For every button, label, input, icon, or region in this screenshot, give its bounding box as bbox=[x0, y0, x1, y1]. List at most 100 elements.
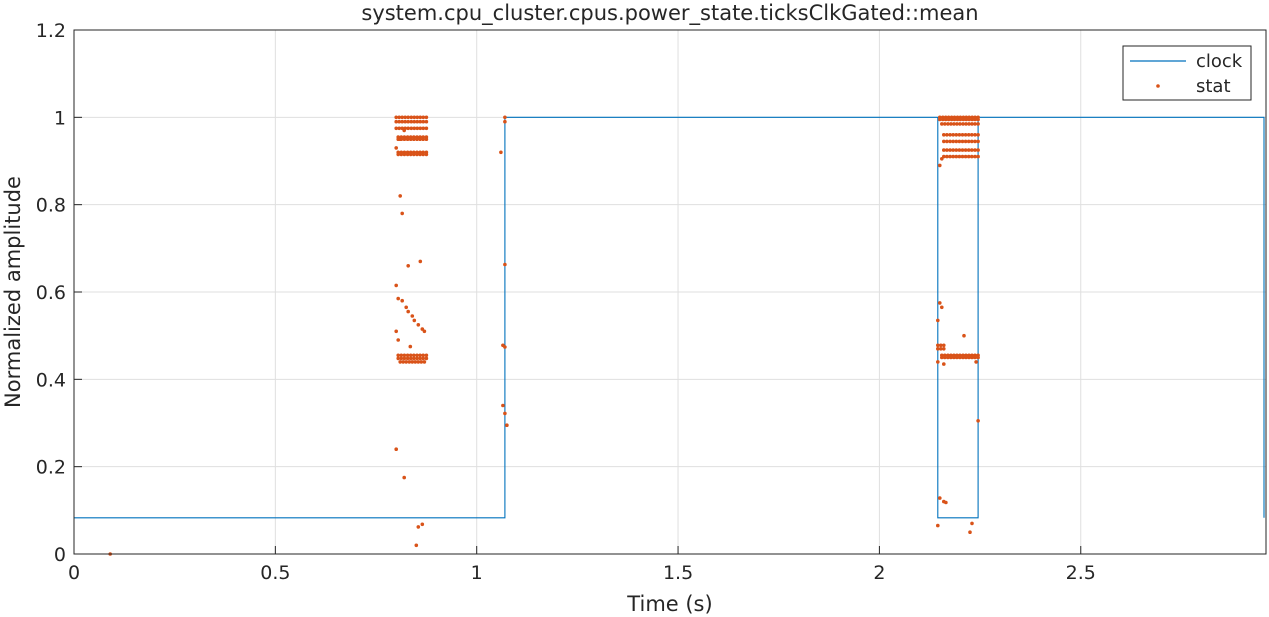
legend-label-stat: stat bbox=[1196, 76, 1231, 97]
data-point-stat bbox=[408, 152, 413, 157]
data-point-stat bbox=[424, 353, 429, 358]
data-point-stat bbox=[397, 126, 402, 131]
data-point-stat bbox=[394, 119, 399, 124]
legend: clock stat bbox=[1122, 45, 1252, 101]
data-point-stat bbox=[416, 360, 421, 364]
data-point-stat bbox=[415, 356, 419, 361]
data-point-stat bbox=[404, 305, 409, 310]
data-point-stat bbox=[973, 139, 977, 144]
data-point-stat bbox=[406, 126, 411, 131]
data-point-stat bbox=[960, 133, 965, 137]
data-point-stat bbox=[945, 148, 949, 152]
data-point-stat bbox=[961, 117, 966, 122]
data-point-stat bbox=[976, 148, 980, 152]
data-point-stat bbox=[418, 353, 422, 358]
y-axis-title: Normalized amplitude bbox=[1, 176, 25, 408]
data-point-stat bbox=[403, 126, 408, 131]
data-point-stat bbox=[970, 133, 974, 137]
data-point-stat bbox=[424, 126, 429, 131]
y-tick-label: 1 bbox=[54, 107, 66, 129]
data-point-stat bbox=[412, 318, 417, 323]
data-point-stat bbox=[406, 309, 411, 314]
data-point-stat bbox=[419, 360, 424, 364]
tick-layer: 0 0.5 1 1.5 2 2.5 0 0.2 0.4 0.6 0.8 1 1.2 bbox=[36, 20, 1096, 584]
data-point-stat bbox=[948, 148, 952, 152]
data-point-stat bbox=[936, 347, 940, 351]
data-point-stat bbox=[421, 353, 426, 358]
data-point-stat bbox=[973, 117, 977, 122]
data-point-stat bbox=[966, 133, 971, 137]
data-point-stat bbox=[394, 329, 399, 334]
data-point-stat bbox=[939, 347, 943, 351]
data-point-stat bbox=[413, 360, 418, 364]
data-point-stat bbox=[412, 356, 416, 361]
x-tick-label: 1 bbox=[471, 562, 483, 584]
data-point-stat bbox=[401, 360, 406, 364]
data-point-stat bbox=[945, 154, 949, 159]
y-tick-label: 0.6 bbox=[36, 282, 66, 304]
plot-area bbox=[74, 115, 1265, 556]
data-point-stat bbox=[968, 530, 972, 534]
data-point-stat bbox=[418, 356, 422, 361]
data-point-stat bbox=[948, 133, 952, 137]
data-point-stat bbox=[408, 353, 413, 358]
data-point-stat bbox=[416, 323, 421, 327]
data-point-stat bbox=[973, 133, 977, 137]
data-point-stat bbox=[973, 122, 977, 126]
data-point-stat bbox=[955, 117, 960, 122]
legend-label-clock: clock bbox=[1196, 51, 1243, 72]
data-point-stat bbox=[424, 356, 429, 361]
data-point-stat bbox=[960, 154, 965, 159]
data-point-stat bbox=[970, 122, 974, 126]
data-point-stat bbox=[402, 475, 407, 480]
data-point-stat bbox=[421, 152, 426, 157]
data-point-stat bbox=[942, 139, 946, 144]
data-point-stat bbox=[414, 543, 419, 548]
data-point-stat bbox=[963, 133, 968, 137]
data-point-stat bbox=[951, 133, 955, 137]
data-point-stat bbox=[406, 115, 411, 120]
data-point-stat bbox=[415, 119, 420, 124]
data-point-stat bbox=[409, 115, 414, 120]
data-point-stat bbox=[396, 296, 401, 301]
data-point-stat bbox=[970, 139, 974, 144]
data-point-stat bbox=[412, 126, 417, 131]
data-point-stat bbox=[942, 343, 946, 348]
data-point-stat bbox=[976, 122, 980, 126]
data-point-stat bbox=[409, 119, 414, 124]
data-point-stat bbox=[394, 115, 399, 120]
data-point-stat bbox=[396, 152, 401, 157]
legend-swatch-stat bbox=[1156, 84, 1160, 88]
data-point-stat bbox=[952, 117, 957, 122]
data-point-stat bbox=[960, 148, 965, 152]
data-point-stat bbox=[420, 522, 425, 527]
data-point-stat bbox=[941, 117, 945, 122]
data-point-stat bbox=[938, 301, 942, 305]
data-point-stat bbox=[397, 115, 402, 120]
data-point-stat bbox=[415, 126, 420, 131]
data-point-stat bbox=[963, 154, 968, 159]
data-point-stat bbox=[962, 333, 966, 338]
data-point-stat bbox=[966, 139, 971, 144]
data-point-stat bbox=[938, 117, 942, 122]
data-point-stat bbox=[936, 360, 940, 364]
data-point-stat bbox=[501, 403, 505, 408]
data-point-stat bbox=[408, 344, 413, 349]
data-point-stat bbox=[939, 343, 943, 348]
data-point-stat bbox=[955, 355, 959, 360]
data-point-stat bbox=[402, 152, 407, 157]
series-line-clock bbox=[74, 116, 1265, 519]
data-point-stat bbox=[405, 356, 410, 361]
data-point-stat bbox=[405, 353, 410, 358]
data-point-stat bbox=[970, 521, 974, 526]
data-point-stat bbox=[412, 115, 417, 120]
x-tick-label: 0 bbox=[68, 562, 80, 584]
data-point-stat bbox=[405, 137, 410, 141]
data-point-stat bbox=[951, 148, 955, 152]
y-tick-label: 0.8 bbox=[36, 195, 66, 217]
data-point-stat bbox=[938, 163, 942, 168]
data-point-stat bbox=[418, 137, 422, 141]
data-point-stat bbox=[415, 137, 419, 141]
y-tick-label: 1.2 bbox=[36, 20, 66, 42]
